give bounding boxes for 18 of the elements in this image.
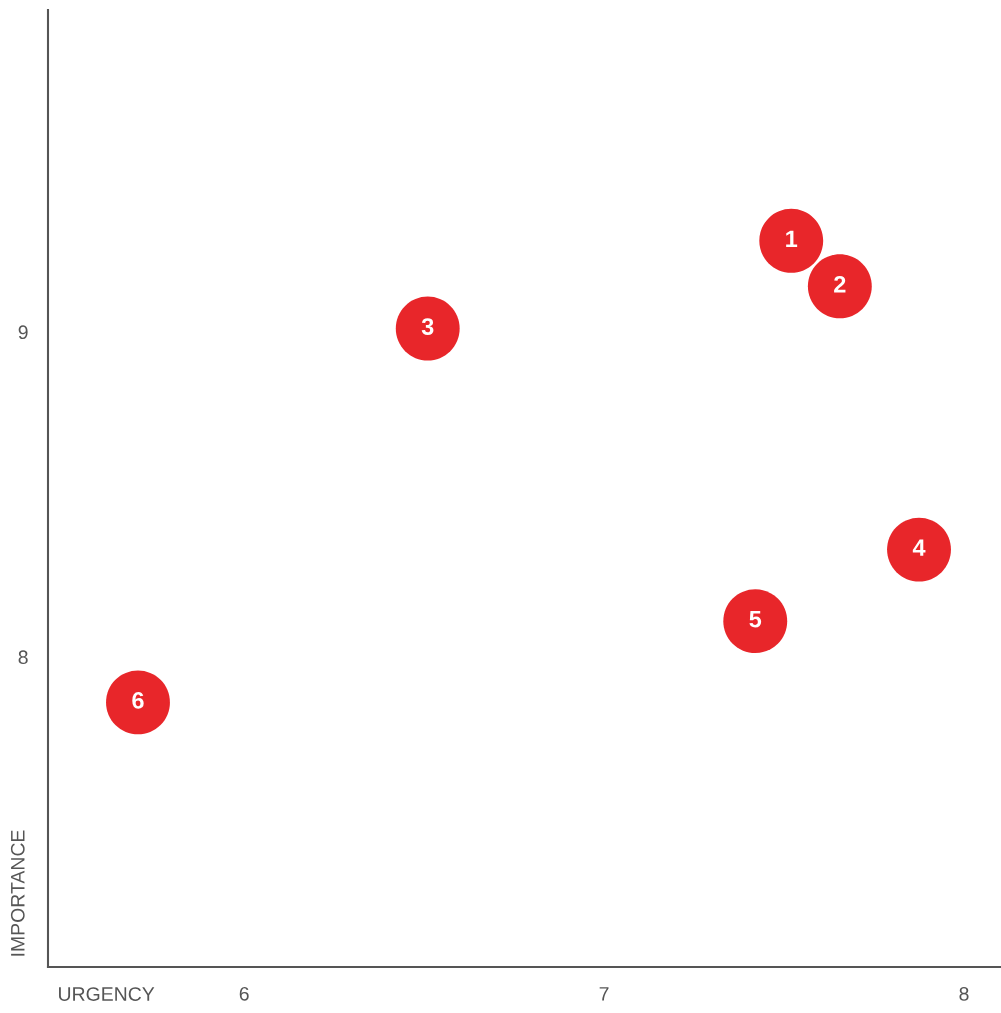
point [807,254,872,319]
annotation: 6 [132,692,144,709]
annotation: 3 [421,318,434,335]
x-axis-title: URGENCY [59,987,155,1001]
x-tick-label: 7 [599,987,609,1001]
annotation: 5 [749,610,762,628]
annotation: 4 [912,539,926,556]
y-tick-label: 9 [18,325,28,340]
point [723,589,788,654]
point [759,208,824,273]
x-tick-label: 8 [959,986,969,1001]
point [395,296,460,361]
annotation: 1 [786,230,798,247]
y-axis-title: IMPORTANCE [10,830,25,956]
point [887,517,951,582]
point [106,670,170,735]
annotation: 2 [834,275,846,293]
x-tick-label: 6 [239,986,249,1001]
